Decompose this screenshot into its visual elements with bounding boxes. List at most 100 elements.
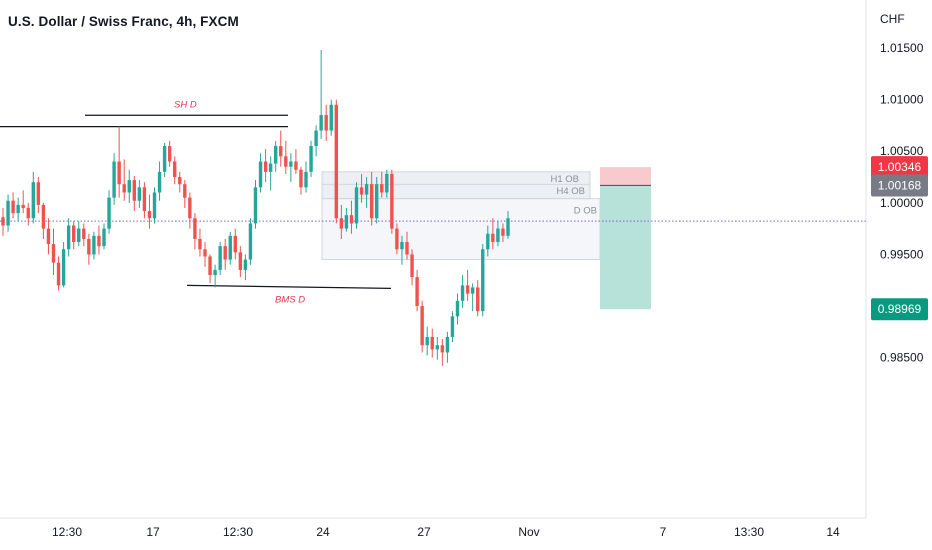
candle-body <box>334 104 338 219</box>
candle <box>380 171 384 198</box>
candle <box>435 336 439 360</box>
price-axis[interactable]: 1.01500 1.01000 1.00500 1.00000 0.99500 0.985… <box>880 41 924 365</box>
candle-body <box>26 207 30 219</box>
candle <box>11 192 15 219</box>
price-tick-label: 1.01000 <box>880 93 924 107</box>
candle <box>465 269 470 301</box>
candle-body <box>77 228 81 243</box>
candle-body <box>31 182 35 219</box>
candle-body <box>152 192 157 219</box>
candle-body <box>51 244 56 263</box>
candle <box>142 182 147 219</box>
candle <box>486 225 490 257</box>
bms-d-label: BMS D <box>275 294 305 305</box>
candle-body <box>395 228 399 250</box>
candle-body <box>82 228 86 239</box>
candle-body <box>253 187 258 224</box>
candle-body <box>309 146 313 172</box>
candle <box>390 169 394 234</box>
candle <box>476 280 480 317</box>
candle <box>268 156 273 191</box>
price-tick-label: 1.00000 <box>880 196 924 210</box>
candle-body <box>380 184 384 193</box>
candle-body <box>400 242 404 250</box>
candle-body <box>122 184 126 193</box>
candle <box>77 221 81 247</box>
candle <box>233 228 237 260</box>
candle-body <box>465 285 470 294</box>
candle <box>127 169 131 203</box>
candle <box>152 187 157 224</box>
candle-body <box>248 223 253 260</box>
price-tick-label: 0.98500 <box>880 351 924 365</box>
candle <box>274 140 278 172</box>
candle <box>51 228 56 276</box>
candle-body <box>385 173 389 193</box>
candle-body <box>329 104 333 131</box>
candle <box>460 275 465 309</box>
ob-zone-d <box>321 198 601 260</box>
time-tick-label: Nov <box>518 525 539 539</box>
candle-body <box>354 187 359 224</box>
candle-body <box>21 204 25 208</box>
candle-body <box>117 161 121 185</box>
candle-body <box>178 177 182 185</box>
candle-body <box>223 246 227 260</box>
candle-body <box>36 182 41 205</box>
candle-body <box>188 197 192 219</box>
candle-body <box>274 146 278 164</box>
candle-body <box>430 336 434 350</box>
candle <box>450 311 455 343</box>
candle-body <box>304 171 308 188</box>
candle-body <box>425 336 429 346</box>
candle <box>445 331 450 363</box>
candle-body <box>142 187 147 212</box>
candle-body <box>61 249 66 286</box>
stop-loss-zone <box>600 167 651 186</box>
candle-body <box>460 285 465 301</box>
candle <box>1 207 5 236</box>
candle <box>415 269 419 312</box>
candle <box>157 161 162 201</box>
candle-body <box>344 215 349 229</box>
candle <box>364 177 369 208</box>
time-axis[interactable]: 12:30 17 12:30 24 27 Nov 7 13:30 14 <box>52 525 840 539</box>
candle <box>56 256 61 291</box>
candle-body <box>162 146 167 172</box>
candle <box>66 218 71 257</box>
price-tag: 0.98969 <box>871 298 928 321</box>
candle <box>248 218 253 265</box>
candle <box>258 153 263 193</box>
candle <box>162 142 167 177</box>
candle-body <box>228 235 232 260</box>
candle-body <box>11 200 15 214</box>
price-tag-box <box>871 174 928 197</box>
candle-body <box>455 300 460 317</box>
candle <box>6 194 10 232</box>
candle <box>117 126 121 198</box>
candle <box>425 326 429 356</box>
candle-body <box>107 197 111 229</box>
candle <box>253 180 258 229</box>
candle-body <box>359 187 364 195</box>
candle-body <box>208 256 212 276</box>
candle <box>97 225 101 255</box>
candle <box>299 166 303 195</box>
candle <box>506 211 510 239</box>
candle-body <box>324 115 328 131</box>
candle <box>470 283 475 312</box>
candle <box>132 175 136 212</box>
candle <box>188 192 192 229</box>
candle-body <box>127 180 131 193</box>
candle-body <box>299 169 303 188</box>
candle <box>440 339 445 366</box>
candle <box>46 218 51 255</box>
candle <box>208 254 212 284</box>
candle-body <box>243 259 248 270</box>
candle-body <box>41 204 46 229</box>
candle <box>385 169 389 198</box>
candle <box>263 149 268 183</box>
candle <box>21 190 25 214</box>
candle <box>395 223 399 255</box>
